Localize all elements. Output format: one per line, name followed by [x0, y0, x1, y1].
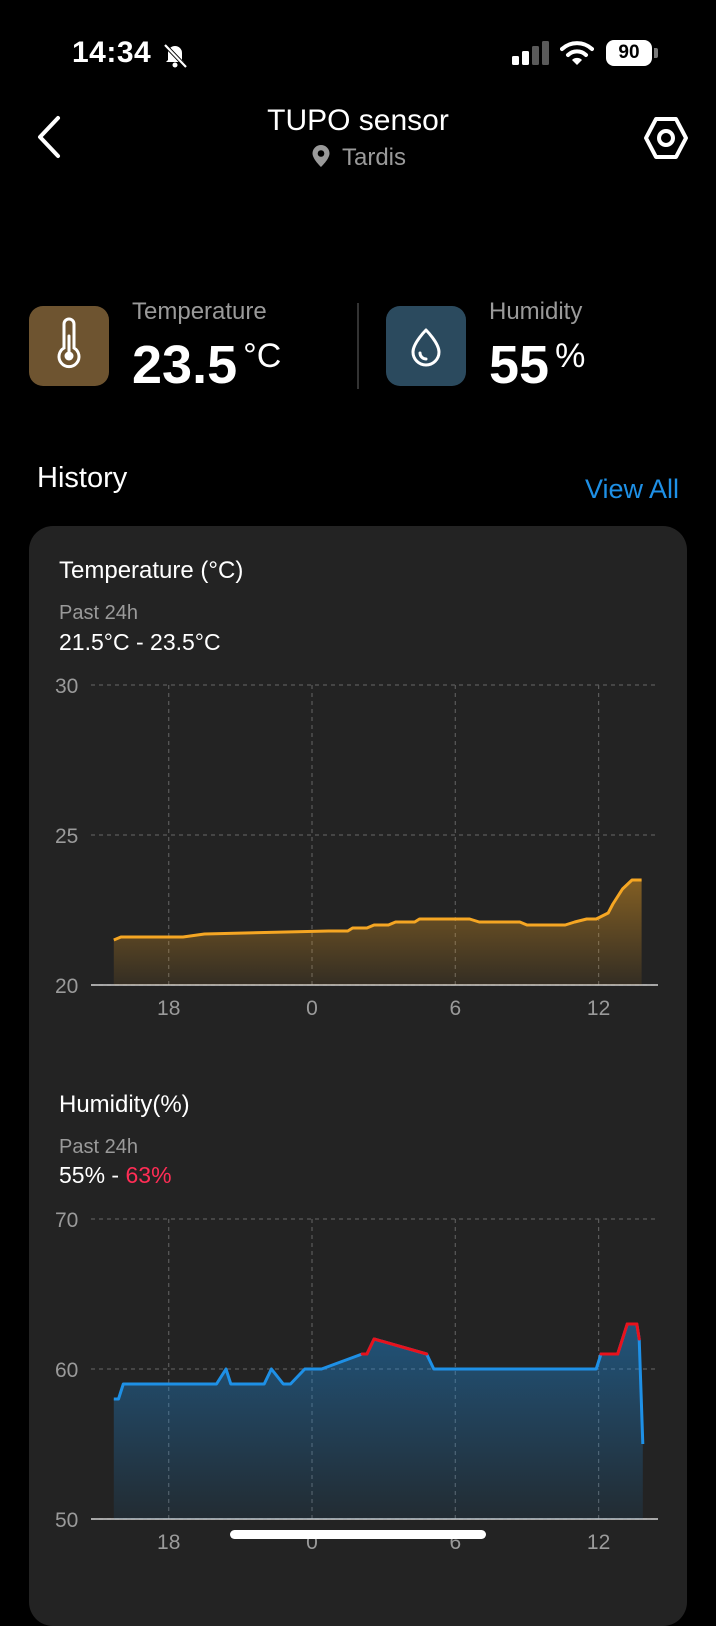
temperature-reading: 23.5 °C: [132, 334, 281, 396]
settings-button[interactable]: [640, 112, 692, 164]
humidity-chart-subtitle: Past 24h: [59, 1136, 138, 1158]
temperature-xtick-label: 18: [157, 997, 180, 1020]
temperature-xtick-label: 6: [449, 997, 461, 1020]
temperature-ytick-label: 20: [55, 975, 78, 998]
humidity-unit: %: [555, 337, 586, 375]
humidity-chart-range: 55% - 63%: [59, 1162, 172, 1189]
humidity-chart-title: Humidity(%): [59, 1091, 190, 1118]
temperature-ytick-label: 25: [55, 825, 78, 848]
wifi-icon: [560, 41, 594, 65]
readings-divider: [357, 303, 359, 389]
temperature-xtick-label: 12: [587, 997, 610, 1020]
home-indicator[interactable]: [230, 1530, 486, 1539]
humidity-ytick-label: 60: [55, 1359, 78, 1382]
humidity-high-segment: [365, 1337, 376, 1356]
temperature-range-high: 23.5°C: [150, 629, 221, 655]
humidity-high-segment: [616, 1322, 629, 1356]
humidity-range-low: 55%: [59, 1162, 106, 1188]
water-drop-icon: [411, 328, 441, 367]
humidity-xtick-label: 12: [587, 1531, 610, 1554]
humidity-value: 55: [489, 335, 550, 395]
temperature-range-separator: -: [129, 629, 151, 655]
humidity-xtick-label: 18: [157, 1531, 180, 1554]
page-title: TUPO sensor: [267, 104, 449, 137]
view-all-link[interactable]: View All: [584, 474, 679, 504]
location-pin-icon: [312, 145, 330, 167]
temperature-range-low: 21.5°C: [59, 629, 130, 655]
humidity-range-high: 63%: [125, 1162, 172, 1188]
humidity-reading: 55%: [489, 334, 585, 396]
bell-muted-icon: [163, 43, 188, 69]
history-title: History: [37, 462, 128, 494]
humidity-ytick-label: 70: [55, 1209, 78, 1232]
temperature-value: 23.5: [132, 335, 238, 395]
battery-tip: [654, 48, 658, 58]
temperature-chart[interactable]: 30 25 20 18 0 6 12: [0, 0, 716, 1554]
humidity-tile: [386, 306, 466, 386]
temperature-tile: [29, 306, 109, 386]
temperature-chart-title: Temperature (°C): [59, 557, 244, 584]
humidity-range-separator: -: [105, 1162, 126, 1188]
temperature-unit: °C: [243, 337, 282, 375]
humidity-xtick-label: 0: [306, 1531, 318, 1554]
temperature-chart-subtitle: Past 24h: [59, 602, 138, 624]
temperature-area: [113, 880, 642, 985]
humidity-high-segment: [372, 1337, 429, 1356]
status-time: 14:34: [72, 36, 152, 69]
humidity-ytick-label: 50: [55, 1509, 78, 1532]
thermometer-icon: [57, 317, 81, 369]
humidity-label: Humidity: [489, 298, 583, 325]
back-button[interactable]: [30, 112, 70, 162]
temperature-label: Temperature: [132, 298, 267, 325]
humidity-xtick-label: 6: [449, 1531, 461, 1554]
temperature-series-line: [113, 878, 642, 942]
battery-indicator: 90: [606, 40, 652, 66]
humidity-high-segment: [635, 1322, 641, 1341]
temperature-xtick-label: 0: [306, 997, 318, 1020]
cellular-signal-icon: [512, 41, 549, 65]
location-label: Tardis: [0, 144, 716, 172]
location-text: Tardis: [341, 144, 407, 171]
temperature-ytick-label: 30: [55, 675, 78, 698]
temperature-chart-range: 21.5°C - 23.5°C: [59, 629, 221, 656]
humidity-area: [113, 1324, 643, 1519]
